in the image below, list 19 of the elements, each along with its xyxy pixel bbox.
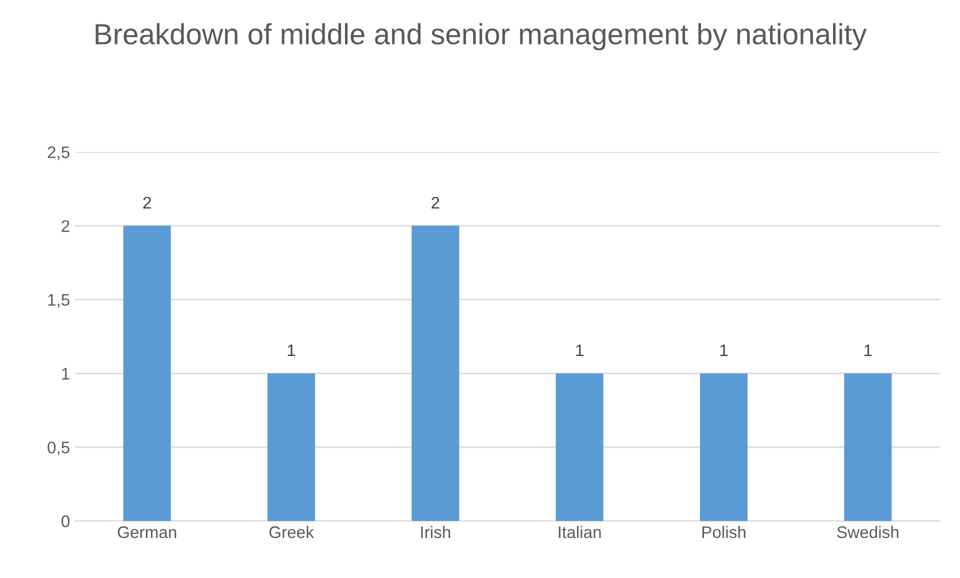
data-label: 1 (720, 344, 728, 356)
data-label: 1 (864, 344, 872, 356)
x-tick-label: Irish (421, 526, 450, 538)
y-tick-label: 0 (62, 515, 70, 528)
y-tick-label: 0,5 (48, 442, 70, 456)
y-tick-label: 1 (62, 368, 70, 380)
data-label: 2 (432, 196, 440, 208)
data-label: 1 (288, 344, 296, 356)
y-tick-label: 2 (62, 220, 70, 232)
x-tick-label: Polish (702, 526, 746, 538)
x-tick-label: Greek (269, 526, 314, 538)
y-tick-label: 2,5 (48, 146, 70, 160)
x-tick-label: Swedish (837, 526, 898, 538)
data-label: 2 (143, 196, 151, 208)
x-tick-label: Italian (558, 526, 601, 538)
chart-title: Breakdown of middle and senior management by nationality (96, 23, 867, 50)
y-tick-label: 1,5 (48, 294, 70, 308)
data-label: 1 (576, 344, 584, 356)
x-tick-label: German (118, 526, 176, 538)
